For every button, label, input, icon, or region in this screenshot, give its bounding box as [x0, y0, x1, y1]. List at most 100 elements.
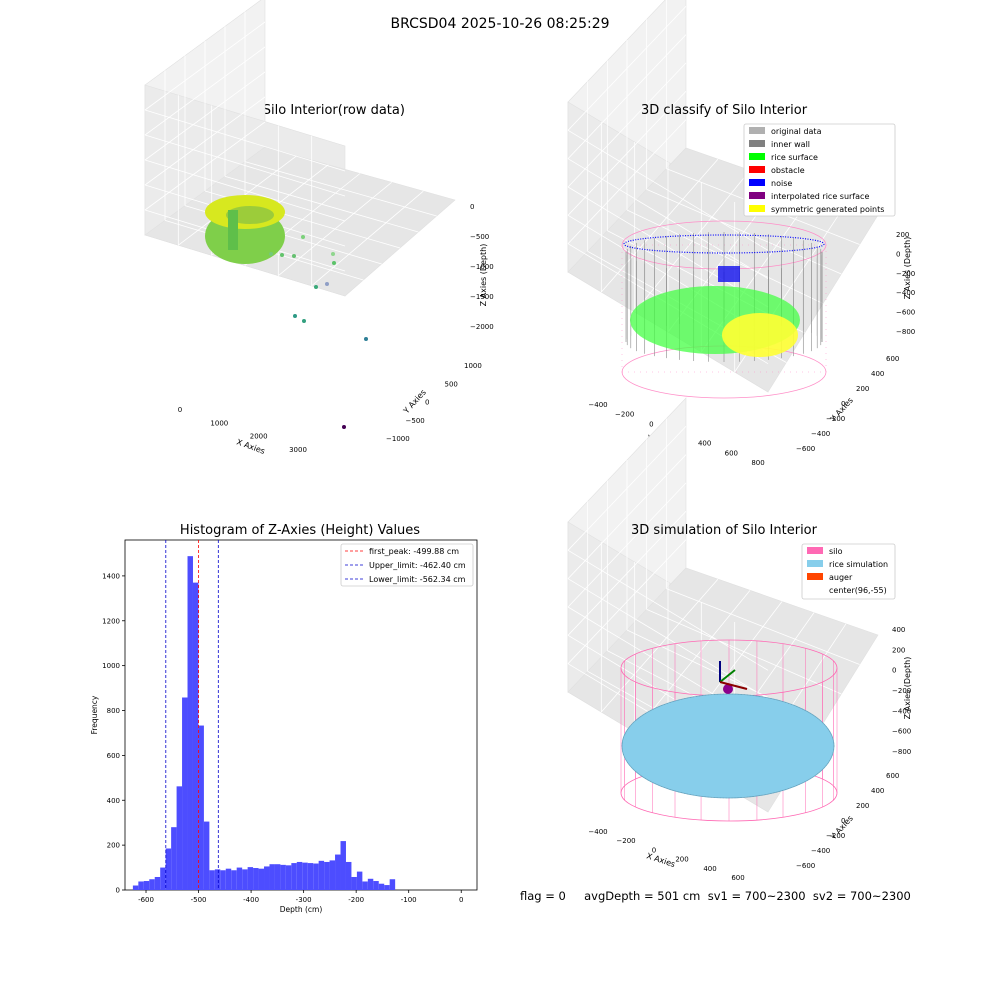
panel4-legend-box [801, 543, 896, 600]
panel4-legend-swatch-0 [807, 547, 823, 554]
panel1-xtick-tick-1: 1000 [210, 419, 228, 427]
panel1-ytick-tick-1: 500 [445, 380, 458, 388]
panel3-ytick-label-6: 1200 [102, 617, 120, 625]
panel3-xtick-label-3: -300 [296, 896, 312, 904]
panel3-bar-15 [214, 869, 221, 890]
panel3-ytick-label-1: 200 [107, 842, 120, 850]
panel2-legend-label-2: rice surface [771, 153, 818, 162]
panel2-xtick-tick-4: 400 [698, 440, 711, 448]
panel1-point-5 [269, 252, 273, 256]
panel3-bar-29 [291, 863, 297, 890]
panel2-legend-label-1: inner wall [771, 140, 810, 149]
panel2-xtick-tick-5: 600 [725, 449, 738, 457]
panel4-legend-label-1: rice simulation [829, 560, 888, 569]
panel4-xtick-tick-0: −400 [588, 828, 607, 836]
panel1-ztick-tick-0: 0 [470, 203, 474, 211]
panel3-bar-10 [187, 556, 193, 890]
panel4-auger [723, 684, 733, 694]
panel2-symmetric-points [722, 313, 798, 357]
panel2-legend-swatch-5 [749, 192, 765, 199]
panel1-ytick-tick-2: 0 [425, 399, 429, 407]
panel1-point-10 [364, 337, 368, 341]
panel2-legend-label-0: original data [771, 127, 822, 136]
panel3-bar-47 [389, 879, 396, 890]
panel2-ztick-tick-1: 0 [896, 250, 900, 258]
panel4-ztick-tick-0: 400 [892, 626, 905, 634]
panel1-ztick-tick-3: −1500 [470, 293, 494, 301]
panel1-axes [144, 0, 456, 297]
panel3-bar-27 [280, 864, 286, 890]
panel2-xtick-tick-2: 0 [649, 420, 653, 428]
panel1-point-7 [325, 282, 329, 286]
panel3-bar-4 [154, 876, 161, 890]
panel2-legend-swatch-6 [749, 205, 765, 212]
panel1-point-2 [332, 261, 336, 265]
panel3-bar-8 [176, 786, 183, 890]
panel1-point-11 [342, 425, 346, 429]
panel2-legend-swatch-3 [749, 166, 765, 173]
panel1-xtick-tick-2: 2000 [250, 433, 268, 441]
panel3-bar-23 [258, 868, 265, 890]
panel3-bar-12 [198, 725, 204, 890]
panel4-legend: silo rice simulation auger center(96,-55) [801, 543, 896, 600]
panel3-xtick-label-4: -200 [348, 896, 364, 904]
panel2-legend-label-4: noise [771, 179, 792, 188]
panel3-bar-5 [160, 867, 166, 890]
status-footer: flag = 0 avgDepth = 501 cm sv1 = 700~230… [520, 889, 911, 903]
panel1-ytick-tick-0: 1000 [464, 362, 482, 370]
panel1-ylabel: Y Axies [401, 388, 428, 416]
panel3-bar-28 [285, 865, 292, 890]
panel2-ztick-tick-5: −800 [896, 328, 915, 336]
panel3-title: Histogram of Z-Axies (Height) Values [179, 523, 421, 538]
panel3-ylabel: Frequency [90, 695, 99, 734]
panel4-ytick-tick-4: −200 [826, 832, 845, 840]
panel2-legend-swatch-1 [749, 140, 765, 147]
panel4-ytick-tick-2: 200 [856, 802, 869, 810]
panel2-ytick-tick-0: 600 [886, 355, 899, 363]
panel4-rice-surface [621, 693, 835, 799]
panel4-rice-mesh [621, 693, 835, 799]
panel3-bar-9 [182, 697, 188, 890]
panel2-legend-label-6: symmetric generated points [771, 205, 884, 214]
panel2-ztick-tick-4: −600 [896, 309, 915, 317]
panel3-xtick-label-6: 0 [459, 896, 463, 904]
panel3-bar-41 [356, 871, 363, 890]
panel3-bar-37 [335, 854, 341, 890]
panel2-title: 3D classify of Silo Interior [640, 103, 808, 118]
panel2-legend-label-3: obstacle [771, 166, 805, 175]
panel3-bar-16 [220, 870, 226, 890]
panel2-xtick-tick-6: 800 [751, 459, 764, 467]
panel4-xtick-tick-5: 600 [731, 874, 744, 882]
panel3-xlabel: Depth (cm) [280, 905, 323, 914]
panel3-bar-40 [351, 876, 357, 890]
panel3-bar-34 [318, 860, 325, 890]
panel4-ytick-tick-0: 600 [886, 772, 899, 780]
panel2-legend-label-5: interpolated rice surface [771, 192, 869, 201]
panel1-point-8 [293, 314, 297, 318]
panel4-ztick-tick-3: −200 [892, 687, 911, 695]
panel3-bar-19 [236, 867, 243, 890]
panel4-xtick-tick-2: 0 [652, 846, 656, 854]
panel1-point-1 [331, 252, 335, 256]
panel3-legend-label-2: Lower_limit: -562.34 cm [369, 575, 466, 584]
panel1-ytick-tick-3: −500 [406, 417, 425, 425]
panel2-legend: original data inner wall rice surface obsta… [743, 123, 896, 217]
panel2-ytick-tick-3: 0 [841, 400, 845, 408]
panel3-bar-32 [307, 863, 314, 890]
panel3-bar-6 [165, 848, 172, 890]
panel3-legend: first_peak: -499.88 cm Upper_limit: -462.… [340, 543, 474, 587]
panel4-ytick-tick-3: 0 [841, 817, 845, 825]
panel2-legend-swatch-4 [749, 179, 765, 186]
panel2-ztick-tick-0: 200 [896, 231, 909, 239]
panel2-ytick-tick-4: −200 [826, 415, 845, 423]
panel3-xtick-label-2: -400 [243, 896, 259, 904]
panel1-point-3 [280, 253, 284, 257]
panel1-xtick-tick-3: 3000 [289, 446, 307, 454]
panel4-ztick-tick-1: 200 [892, 646, 905, 654]
panel3-bar-22 [253, 868, 259, 890]
panel3-xtick-label-1: -500 [191, 896, 207, 904]
panel4-ztick-tick-6: −800 [892, 748, 911, 756]
panel1-point-4 [292, 254, 296, 258]
panel4-ytick-tick-5: −400 [811, 847, 830, 855]
